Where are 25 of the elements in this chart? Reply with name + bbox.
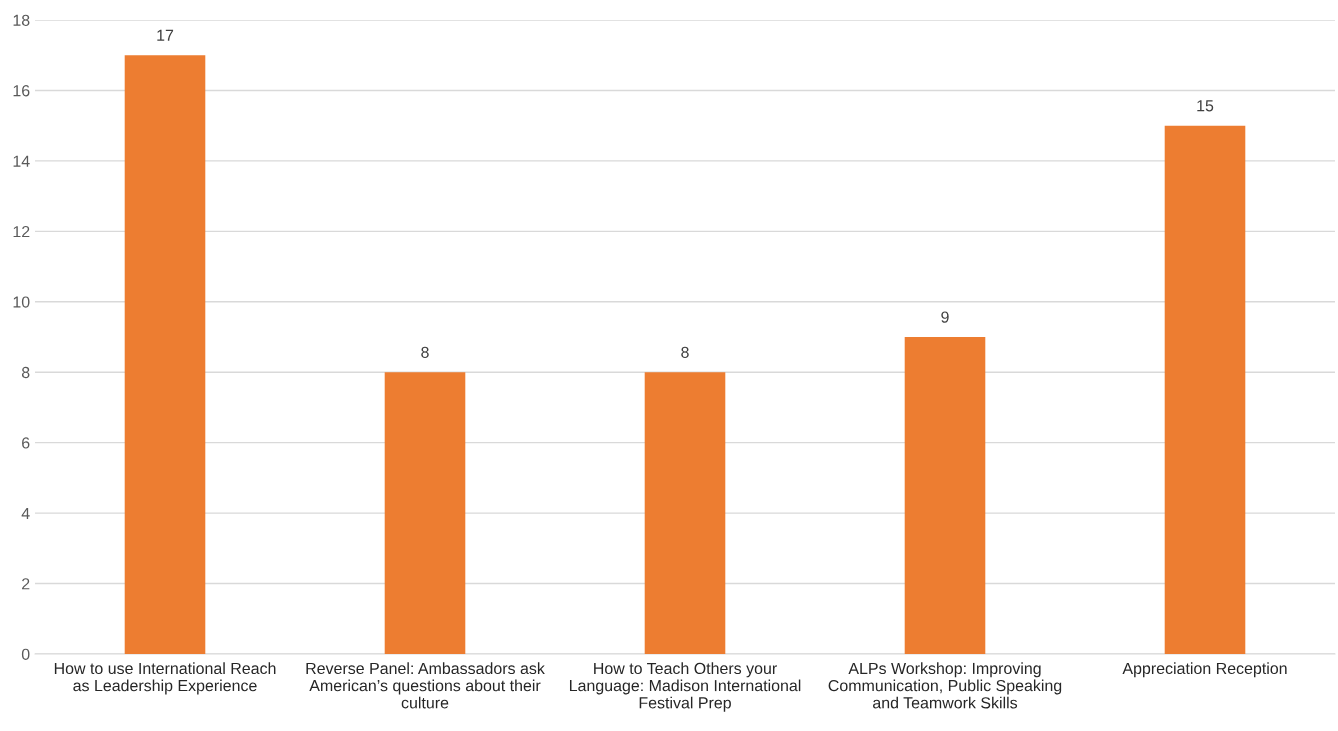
y-tick-label: 12 xyxy=(13,225,30,238)
y-tick-label: 0 xyxy=(21,648,30,660)
x-tick-label: ALPs Workshop: Improving Communication, Public Speaking and Teamwork Skills xyxy=(828,662,1062,709)
bar xyxy=(1164,125,1246,654)
data-label: 9 xyxy=(941,311,949,323)
data-label: 17 xyxy=(157,29,174,41)
bar xyxy=(644,372,726,654)
x-tick-label: How to Teach Others your Language: Madison International Festival Prep xyxy=(569,662,801,712)
bar xyxy=(384,372,466,654)
y-tick-label: 2 xyxy=(22,578,30,590)
bar xyxy=(124,55,206,654)
y-tick-label: 16 xyxy=(13,85,30,97)
y-tick-label: 6 xyxy=(22,437,30,449)
bar xyxy=(904,337,986,654)
x-tick-label: Appreciation Reception xyxy=(1122,662,1287,678)
y-tick-label: 10 xyxy=(13,296,30,308)
y-tick-label: 8 xyxy=(21,366,30,379)
x-tick-label: How to use International Reach as Leadership Experience xyxy=(54,662,276,695)
x-tick-label: Reverse Panel: Ambassadors ask American’s questions about their culture xyxy=(306,662,545,709)
data-label: 15 xyxy=(1197,100,1214,112)
data-label: 8 xyxy=(681,346,689,358)
y-tick-label: 18 xyxy=(13,14,30,26)
y-tick-label: 4 xyxy=(21,507,30,519)
data-label: 8 xyxy=(421,346,429,358)
y-tick-label: 14 xyxy=(13,155,30,167)
